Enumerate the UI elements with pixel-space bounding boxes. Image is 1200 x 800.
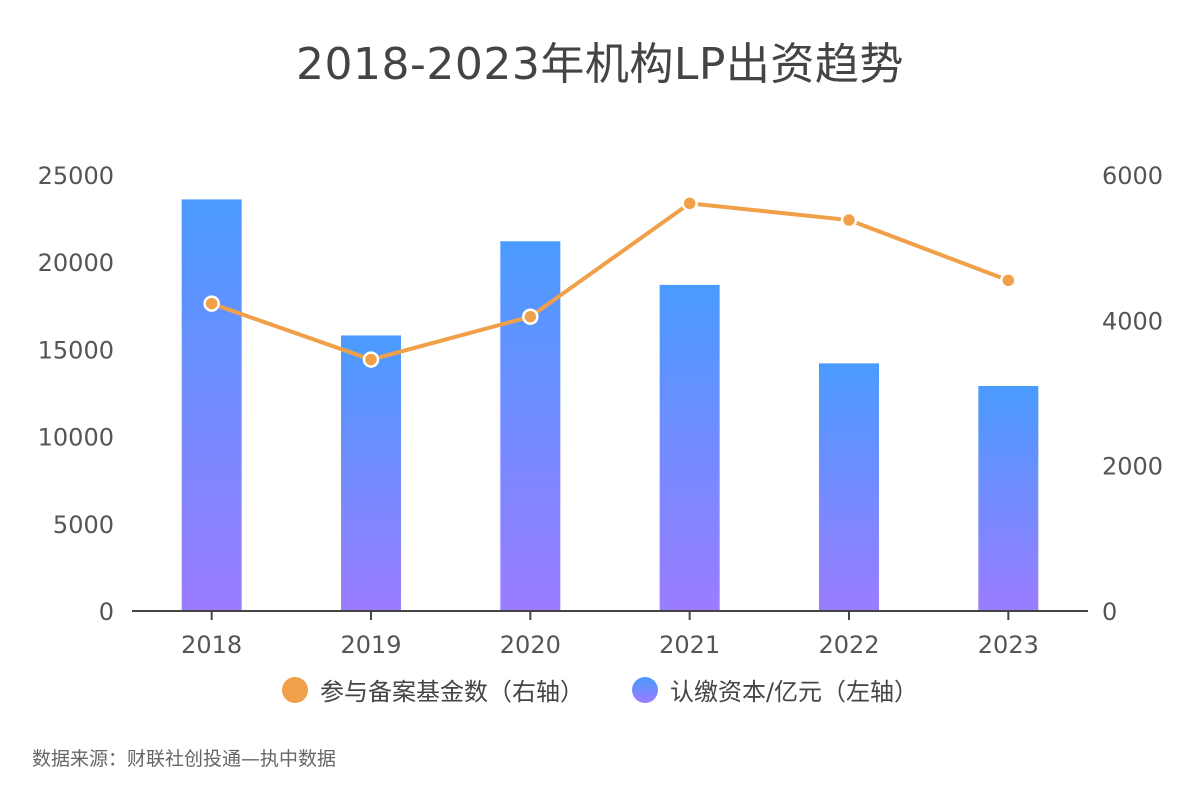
- x-tick-label-2019: 2019: [340, 631, 401, 659]
- bar-2021: [659, 284, 720, 611]
- right-tick-label: 4000: [1102, 307, 1163, 335]
- legend-label-capital: 认缴资本/亿元（左轴）: [669, 678, 919, 706]
- x-tick-label-2023: 2023: [978, 631, 1039, 659]
- left-axis-ticks: 0 5000 10000 15000 20000 25000: [38, 162, 114, 626]
- left-tick-label: 10000: [38, 424, 114, 452]
- source-note: 数据来源：财联社创投通—执中数据: [32, 748, 337, 770]
- left-tick-label: 0: [99, 598, 114, 626]
- bar-2019: [341, 335, 401, 611]
- legend-dot-capital-icon: [631, 676, 658, 703]
- line-point-2023: [1000, 272, 1017, 289]
- line-point-2018: [203, 295, 220, 312]
- right-tick-label: 0: [1102, 598, 1117, 626]
- x-tick-label-2022: 2022: [818, 631, 879, 659]
- left-tick-label: 25000: [38, 162, 114, 190]
- legend-dot-funds-icon: [281, 676, 308, 703]
- line-point-2019: [362, 351, 380, 368]
- right-tick-label: 6000: [1102, 162, 1163, 190]
- bar-2022: [819, 363, 879, 611]
- x-axis-ticks: 2018 2019 2020 2021 2022 2023: [181, 611, 1039, 659]
- x-tick-label-2021: 2021: [659, 631, 720, 659]
- x-tick-label-2020: 2020: [500, 631, 561, 659]
- legend: 参与备案基金数（右轴） 认缴资本/亿元（左轴）: [0, 672, 1200, 707]
- line-path: [211, 201, 1010, 362]
- left-tick-label: 20000: [38, 249, 114, 277]
- left-tick-label: 15000: [38, 336, 114, 364]
- line-point-2021: [681, 195, 698, 212]
- legend-item-capital[interactable]: 认缴资本/亿元（左轴）: [631, 672, 919, 707]
- left-tick-label: 5000: [53, 511, 114, 539]
- line-point-2022: [840, 211, 858, 229]
- bar-2023: [978, 386, 1039, 611]
- legend-label-funds: 参与备案基金数（右轴）: [319, 678, 584, 706]
- x-tick-label-2018: 2018: [181, 631, 242, 659]
- line-series: [203, 195, 1017, 368]
- legend-item-funds[interactable]: 参与备案基金数（右轴）: [281, 672, 584, 707]
- bar-2020: [500, 241, 561, 611]
- line-point-2020: [522, 308, 539, 325]
- bar-2018: [181, 199, 242, 611]
- right-tick-label: 2000: [1102, 453, 1163, 481]
- right-axis-ticks: 0 2000 4000 6000: [1102, 162, 1163, 626]
- chart-title: 2018-2023年机构LP出资趋势: [296, 39, 904, 90]
